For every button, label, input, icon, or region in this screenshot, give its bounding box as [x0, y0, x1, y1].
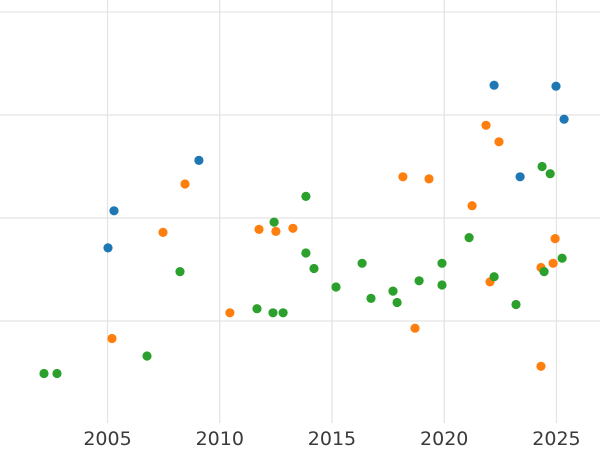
data-point-orange — [548, 258, 558, 268]
data-point-green — [39, 368, 49, 379]
data-point-green — [388, 286, 398, 296]
data-point-orange — [254, 224, 264, 234]
data-point-green — [537, 161, 547, 172]
data-point-green — [252, 304, 262, 314]
x-tick-label: 2020 — [420, 428, 468, 450]
data-point-blue — [103, 243, 113, 253]
data-point-green — [175, 267, 185, 277]
data-point-orange — [225, 308, 235, 318]
data-point-orange — [271, 226, 281, 236]
data-point-green — [489, 272, 499, 282]
x-tick-label: 2015 — [308, 428, 356, 450]
data-point-orange — [550, 234, 560, 244]
data-point-green — [269, 217, 279, 227]
data-point-blue — [489, 80, 499, 90]
data-point-green — [392, 297, 402, 308]
data-point-green — [357, 258, 367, 268]
data-point-green — [557, 253, 567, 263]
data-point-blue — [515, 172, 525, 182]
data-point-orange — [467, 201, 477, 211]
x-tick-label: 2025 — [532, 428, 580, 450]
data-point-blue — [109, 206, 119, 216]
data-point-green — [268, 308, 278, 318]
data-point-orange — [107, 333, 117, 344]
data-point-green — [366, 293, 376, 303]
data-point-green — [301, 191, 311, 201]
data-point-orange — [398, 172, 408, 182]
data-point-green — [511, 299, 521, 310]
data-point-green — [464, 233, 474, 243]
data-point-green — [309, 263, 319, 274]
x-tick-label: 2005 — [83, 428, 131, 450]
data-point-orange — [158, 227, 168, 237]
data-point-orange — [481, 120, 491, 130]
data-point-green — [142, 351, 152, 361]
data-point-green — [539, 267, 549, 277]
data-point-orange — [536, 361, 546, 371]
data-point-green — [437, 258, 447, 268]
data-point-green — [301, 248, 311, 258]
data-point-green — [545, 169, 555, 179]
data-point-orange — [494, 137, 504, 147]
data-point-green — [331, 282, 341, 292]
x-tick-label: 2010 — [196, 428, 244, 450]
data-point-green — [437, 280, 447, 290]
data-point-blue — [551, 81, 561, 91]
data-point-blue — [559, 114, 569, 124]
data-point-green — [414, 276, 424, 286]
data-point-green — [52, 368, 62, 379]
data-point-orange — [410, 323, 420, 333]
data-point-orange — [288, 223, 298, 233]
data-point-orange — [424, 174, 434, 184]
data-point-blue — [194, 155, 204, 165]
data-point-orange — [180, 179, 190, 189]
data-point-green — [278, 308, 288, 318]
